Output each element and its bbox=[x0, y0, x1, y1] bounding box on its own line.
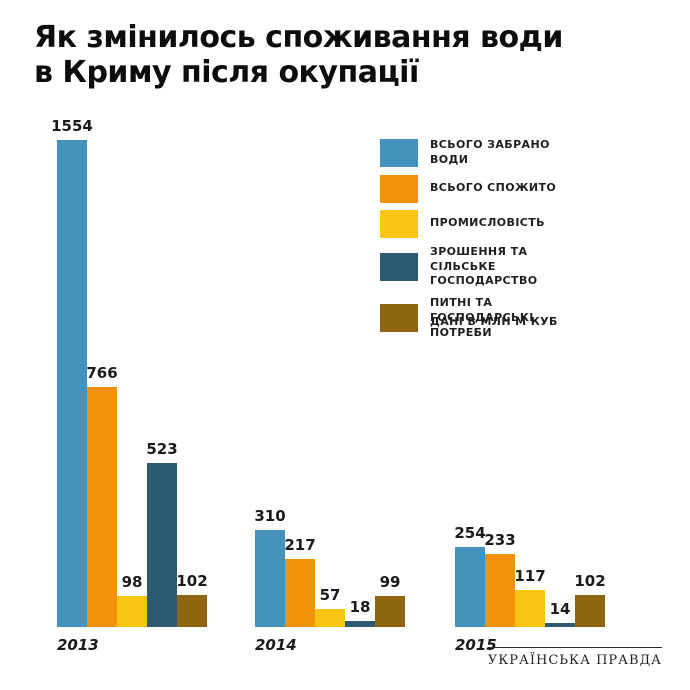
bar-series-3-2014 bbox=[345, 621, 375, 627]
bar-series-1-2015 bbox=[485, 554, 515, 627]
bar-column: 57 bbox=[315, 586, 345, 627]
bar-value-label: 310 bbox=[254, 507, 286, 525]
bar-series-2-2014 bbox=[315, 609, 345, 627]
brand-logo: УКРАЇНСЬКА ПРАВДА bbox=[487, 647, 662, 668]
bar-series-0-2013 bbox=[57, 140, 87, 627]
bar-group-2015: 254 233 117 14 102 bbox=[454, 524, 606, 627]
legend-swatch bbox=[380, 174, 418, 203]
bar-series-2-2013 bbox=[117, 596, 147, 627]
legend-item-2: ПРОМИСЛОВІСТЬ bbox=[380, 209, 680, 238]
bar-series-3-2015 bbox=[545, 623, 575, 627]
bar-value-label: 57 bbox=[319, 586, 341, 604]
legend-label: ВСЬОГО ЗАБРАНО ВОДИ bbox=[430, 138, 550, 166]
legend-label: ВСЬОГО СПОЖИТО bbox=[430, 181, 557, 195]
legend-label: ПРОМИСЛОВІСТЬ bbox=[430, 216, 545, 230]
legend-label: ПИТНІ ТА ГОСПОДАРСЬКІ ПОТРЕБИ bbox=[430, 296, 534, 339]
legend-swatch bbox=[380, 304, 418, 333]
x-axis-label-2014: 2014 bbox=[255, 636, 297, 654]
bar-series-2-2015 bbox=[515, 590, 545, 627]
legend-label: ЗРОШЕННЯ ТА СІЛЬСЬКЕ ГОСПОДАРСТВО bbox=[430, 244, 538, 288]
bar-column: 102 bbox=[176, 572, 208, 627]
bar-series-3-2013 bbox=[147, 463, 177, 627]
x-axis-label-2015: 2015 bbox=[455, 636, 497, 654]
bar-group-2014: 310 217 57 18 99 bbox=[254, 507, 405, 627]
bar-column: 523 bbox=[146, 440, 178, 627]
legend-swatch bbox=[380, 209, 418, 238]
bar-value-label: 98 bbox=[121, 573, 143, 591]
bar-group-2013: 1554 766 98 523 102 bbox=[51, 117, 208, 627]
legend-item-3: ЗРОШЕННЯ ТА СІЛЬСЬКЕ ГОСПОДАРСТВО bbox=[380, 245, 680, 290]
bar-value-label: 217 bbox=[284, 536, 316, 554]
bar-series-4-2013 bbox=[177, 595, 207, 627]
bar-value-label: 1554 bbox=[51, 117, 93, 135]
units-note: ДАНІ В МЛН М КУБ bbox=[430, 315, 558, 328]
bar-column: 766 bbox=[86, 364, 118, 627]
bar-value-label: 254 bbox=[454, 524, 486, 542]
bar-value-label: 102 bbox=[574, 572, 606, 590]
legend-item-4: ПИТНІ ТА ГОСПОДАРСЬКІ ПОТРЕБИ bbox=[380, 296, 680, 341]
bar-series-0-2015 bbox=[455, 547, 485, 627]
bar-column: 98 bbox=[117, 573, 147, 627]
chart-legend: ВСЬОГО ЗАБРАНО ВОДИ ВСЬОГО СПОЖИТО ПРОМИСЛ… bbox=[380, 138, 680, 341]
bar-column: 117 bbox=[514, 567, 546, 627]
bar-column: 1554 bbox=[51, 117, 93, 627]
bar-series-4-2014 bbox=[375, 596, 405, 627]
bar-column: 233 bbox=[484, 531, 516, 627]
bar-column: 254 bbox=[454, 524, 486, 627]
bar-column: 310 bbox=[254, 507, 286, 627]
bar-series-1-2013 bbox=[87, 387, 117, 627]
bar-value-label: 523 bbox=[146, 440, 178, 458]
bar-series-1-2014 bbox=[285, 559, 315, 627]
x-axis-label-2013: 2013 bbox=[57, 636, 99, 654]
bar-value-label: 18 bbox=[349, 598, 371, 616]
legend-swatch bbox=[380, 252, 418, 281]
bar-value-label: 14 bbox=[549, 600, 571, 618]
legend-item-0: ВСЬОГО ЗАБРАНО ВОДИ bbox=[380, 138, 680, 168]
bar-value-label: 766 bbox=[86, 364, 118, 382]
bar-value-label: 233 bbox=[484, 531, 516, 549]
page-title: Як змінилось споживання води в Криму піс… bbox=[34, 20, 563, 91]
bar-value-label: 117 bbox=[514, 567, 546, 585]
bar-column: 217 bbox=[284, 536, 316, 627]
bar-column: 102 bbox=[574, 572, 606, 627]
bar-column: 18 bbox=[345, 598, 375, 627]
bar-value-label: 99 bbox=[379, 573, 401, 591]
legend-item-1: ВСЬОГО СПОЖИТО bbox=[380, 174, 680, 203]
bar-column: 14 bbox=[545, 600, 575, 627]
bar-value-label: 102 bbox=[176, 572, 208, 590]
bar-series-0-2014 bbox=[255, 530, 285, 627]
legend-swatch bbox=[380, 138, 418, 167]
bar-series-4-2015 bbox=[575, 595, 605, 627]
bar-column: 99 bbox=[375, 573, 405, 627]
